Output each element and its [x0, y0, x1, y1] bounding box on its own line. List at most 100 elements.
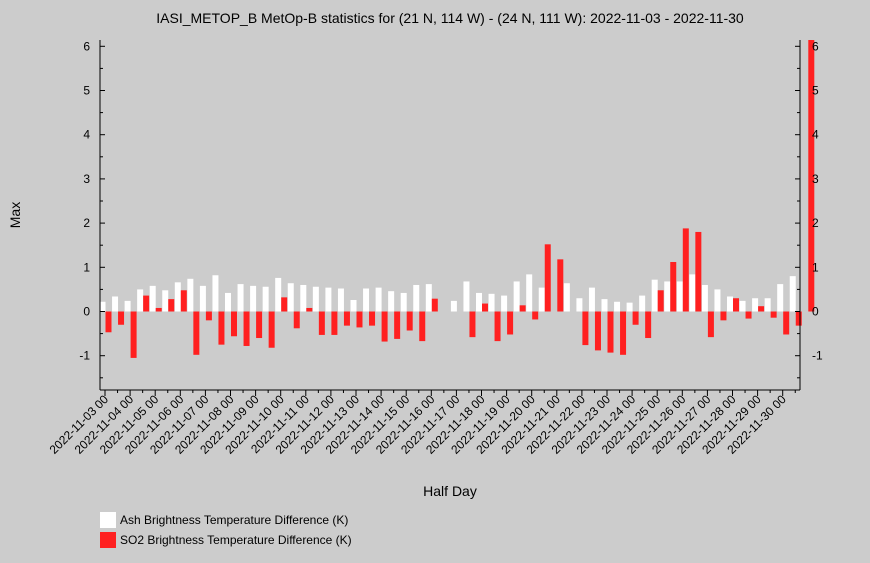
so2-bar-52: [758, 306, 765, 312]
ash-bar-7: [187, 278, 194, 312]
y-tick-label-right: 5: [812, 84, 819, 98]
ash-bar-39: [588, 287, 595, 312]
y-tick-label-right: 6: [812, 39, 819, 53]
so2-bar-4: [155, 307, 162, 312]
so2-bar-33: [519, 305, 526, 312]
so2-bar-54: [783, 311, 790, 335]
so2-bar-40: [607, 311, 614, 353]
so2-bar-3: [143, 295, 150, 312]
so2-bar-24: [406, 311, 413, 331]
so2-bar-1: [118, 311, 125, 325]
ash-bar-51: [739, 300, 746, 312]
so2-bar-31: [494, 311, 501, 342]
ash-bar-24: [400, 292, 407, 312]
y-tick-label-right: -1: [812, 349, 823, 363]
so2-bar-32: [507, 311, 514, 335]
legend: Ash Brightness Temperature Difference (K…: [100, 512, 352, 552]
y-tick-label-left: 4: [83, 128, 90, 142]
ash-bar-44: [651, 279, 658, 312]
ash-bar-37: [563, 283, 570, 312]
so2-bar-36: [557, 259, 564, 312]
ash-bar-8: [199, 285, 206, 312]
ash-bar-41: [614, 301, 621, 312]
so2-bar-49: [720, 311, 727, 321]
so2-bar-9: [218, 311, 225, 345]
ash-bar-1: [112, 296, 119, 312]
so2-bar-42: [632, 311, 639, 325]
y-tick-label-left: 2: [83, 216, 90, 230]
so2-bar-17: [318, 311, 325, 335]
so2-bar-47: [695, 231, 702, 312]
ash-bar-46: [676, 281, 683, 312]
so2-bar-25: [419, 311, 426, 342]
ash-bar-5: [162, 290, 169, 312]
ash-bar-35: [538, 287, 545, 312]
so2-bar-19: [343, 311, 350, 326]
ash-bar-10: [225, 292, 231, 312]
legend-swatch-ash: [100, 512, 116, 528]
ash-bar-42: [626, 302, 633, 312]
ash-bar-34: [526, 274, 533, 312]
so2-bar-14: [281, 297, 288, 312]
y-tick-label-right: 2: [812, 216, 819, 230]
ash-bar-49: [714, 289, 721, 312]
so2-bar-50: [733, 298, 739, 312]
ash-bar-16: [300, 284, 307, 312]
ash-bar-19: [337, 288, 344, 312]
ash-bar-11: [237, 284, 244, 312]
ash-bar-20: [350, 300, 357, 312]
so2-bar-18: [331, 311, 338, 335]
y-tick-label-right: 3: [812, 172, 819, 186]
so2-bar-16: [306, 307, 313, 312]
y-tick-label-left: 6: [83, 39, 90, 53]
so2-bar-12: [256, 311, 263, 339]
ash-bar-6: [174, 282, 181, 312]
y-tick-label-left: 5: [83, 84, 90, 98]
chart-title: IASI_METOP_B MetOp-B statistics for (21 …: [156, 10, 744, 26]
ash-bar-28: [450, 300, 457, 312]
so2-bar-5: [168, 299, 175, 312]
so2-bar-46: [682, 228, 689, 312]
y-tick-label-left: 3: [83, 172, 90, 186]
so2-bar-6: [180, 290, 187, 312]
ash-bar-47: [689, 274, 696, 312]
ash-bar-26: [425, 284, 432, 312]
so2-bar-2: [130, 311, 137, 358]
ash-bar-55: [789, 276, 796, 312]
legend-swatch-so2: [100, 532, 116, 548]
ash-bar-3: [137, 289, 144, 312]
ash-bar-22: [375, 287, 382, 312]
so2-bar-29: [469, 311, 476, 338]
y-tick-label-left: -1: [79, 349, 90, 363]
ash-bar-21: [363, 288, 370, 312]
so2-bar-13: [268, 311, 275, 348]
legend-label-so2: SO2 Brightness Temperature Difference (K…: [120, 533, 352, 547]
ash-bar-25: [413, 284, 420, 312]
ash-bar-18: [325, 287, 332, 312]
ash-bar-12: [250, 285, 257, 312]
ash-bar-48: [701, 284, 708, 312]
y-tick-label-right: 4: [812, 128, 819, 142]
ash-bar-30: [476, 292, 482, 312]
so2-bar-45: [670, 261, 677, 312]
ash-bar-53: [764, 298, 771, 312]
so2-bar-30: [482, 303, 488, 312]
so2-bar-11: [243, 311, 250, 346]
y-axis-label: Max: [7, 202, 23, 228]
so2-bar-43: [645, 311, 652, 339]
so2-bar-56: [808, 40, 815, 312]
ash-bar-29: [463, 281, 470, 312]
so2-bar-22: [381, 311, 388, 342]
ash-bar-43: [639, 295, 646, 312]
ash-bar-14: [275, 277, 282, 312]
y-tick-label-left: 0: [83, 305, 90, 319]
ash-bar-23: [388, 291, 395, 312]
ash-bar-31: [488, 293, 495, 312]
so2-bar-23: [394, 311, 401, 339]
ash-bar-50: [727, 296, 733, 312]
legend-item-so2: SO2 Brightness Temperature Difference (K…: [100, 532, 352, 548]
so2-bar-7: [193, 311, 200, 355]
so2-bar-35: [544, 244, 551, 312]
